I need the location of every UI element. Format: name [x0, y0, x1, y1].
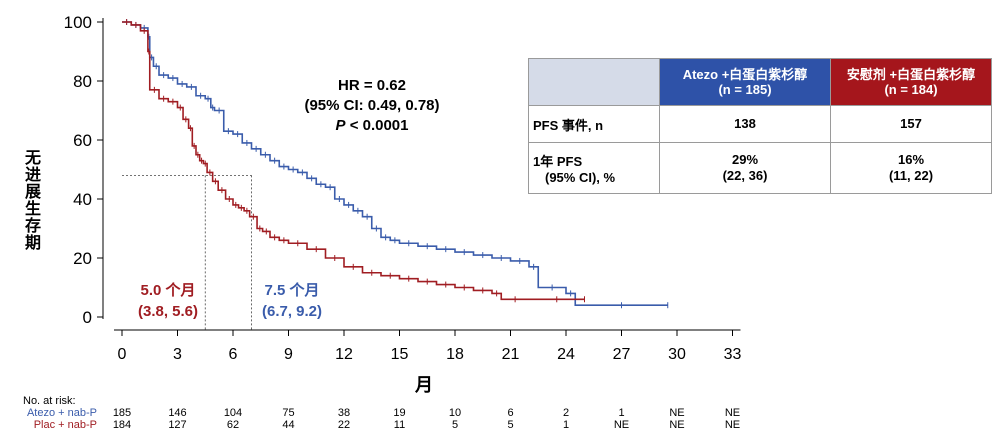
risk-value: 104: [223, 407, 243, 419]
risk-value: 6: [507, 407, 514, 419]
cell-atezo-1yr: 29% (22, 36): [659, 142, 831, 194]
x-axis-title: 月: [415, 375, 433, 395]
risk-value: 5: [451, 419, 459, 431]
y-tick-label: 0: [83, 308, 92, 327]
hr-ci: (95% CI: 0.49, 0.78): [304, 97, 440, 114]
y-tick-label: 60: [73, 131, 92, 150]
risk-table-header: No. at risk:: [23, 395, 76, 407]
x-tick-label: 0: [118, 346, 127, 363]
x-tick-label: 12: [335, 346, 353, 363]
risk-value: 127: [168, 419, 187, 431]
table-corner-cell: [528, 58, 660, 106]
series-plac-curve: [122, 21, 585, 301]
risk-value: NE: [669, 407, 685, 419]
risk-value: 62: [226, 419, 240, 431]
risk-value: 185: [112, 407, 132, 419]
risk-row-label-atezo: Atezo + nab-P: [26, 407, 97, 419]
risk-value: 10: [448, 407, 462, 419]
x-tick-label: 9: [284, 346, 293, 363]
risk-value: 38: [337, 407, 351, 419]
risk-value: NE: [724, 419, 741, 431]
x-tick-label: 21: [502, 346, 520, 363]
x-tick-label: 3: [173, 346, 182, 363]
risk-value: 146: [168, 407, 187, 419]
x-tick-label: 18: [446, 346, 464, 363]
pfs-summary-table: Atezo +白蛋白紫杉醇 (n = 185) 安慰剂 +白蛋白紫杉醇 (n = 1…: [528, 58, 992, 194]
risk-value: 184: [112, 419, 132, 431]
x-tick-label: 6: [229, 346, 238, 363]
risk-value: 11: [393, 419, 406, 431]
risk-row-label-plac: Plac + nab-P: [33, 419, 97, 431]
risk-value: 1: [562, 419, 570, 431]
y-tick-label: 40: [73, 190, 92, 209]
row-label-pfs-events: PFS 事件, n: [528, 105, 660, 143]
x-tick-label: 27: [613, 346, 631, 363]
y-axis-title: 无进展生存期: [22, 149, 39, 251]
x-tick-label: 15: [391, 346, 409, 363]
median-label-plac: 5.0 个月 (3.8, 5.6): [137, 282, 199, 320]
x-tick-label: 33: [724, 346, 742, 363]
header-atezo: Atezo +白蛋白紫杉醇 (n = 185): [659, 58, 831, 106]
x-tick-label: 30: [668, 346, 686, 363]
risk-value: 75: [282, 407, 295, 419]
header-plac: 安慰剂 +白蛋白紫杉醇 (n = 184): [830, 58, 992, 106]
risk-value: NE: [669, 419, 685, 431]
median-label-atezo: 7.5 个月 (6.7, 9.2): [261, 282, 323, 320]
y-tick-label: 100: [64, 13, 92, 32]
hr-value: HR = 0.62: [338, 77, 406, 94]
row-label-1yr-pfs: 1年 PFS (95% CI), %: [528, 142, 660, 194]
risk-value: 1: [618, 407, 625, 419]
risk-value: NE: [724, 407, 741, 419]
y-tick-label: 20: [73, 249, 92, 268]
risk-value: NE: [613, 419, 630, 431]
risk-value: 19: [393, 407, 406, 419]
hr-annotation: HR = 0.62 (95% CI: 0.49, 0.78) P < 0.000…: [282, 76, 462, 136]
x-tick-label: 24: [557, 346, 575, 363]
p-value: P < 0.0001: [335, 117, 409, 134]
risk-value: 22: [337, 419, 351, 431]
risk-value: 2: [562, 407, 570, 419]
cell-atezo-events: 138: [659, 105, 831, 143]
risk-value: 5: [507, 419, 514, 431]
risk-value: 44: [282, 419, 295, 431]
cell-plac-events: 157: [830, 105, 992, 143]
y-tick-label: 80: [73, 72, 92, 91]
cell-plac-1yr: 16% (11, 22): [830, 142, 992, 194]
